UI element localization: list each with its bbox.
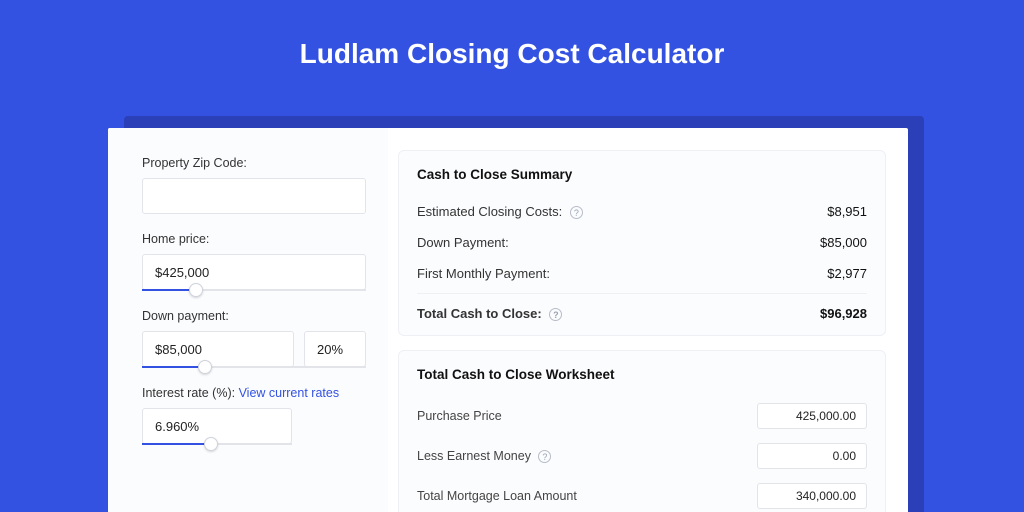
inputs-panel: Property Zip Code: Home price: Down paym… [108,128,388,512]
interest-field-group: Interest rate (%): View current rates [142,386,366,445]
summary-total-row: Total Cash to Close: ? $96,928 [417,293,867,329]
help-icon[interactable]: ? [549,308,562,321]
help-icon[interactable]: ? [570,206,583,219]
home-price-label: Home price: [142,232,366,246]
summary-row-label: Estimated Closing Costs: ? [417,204,583,219]
down-payment-label: Down payment: [142,309,366,323]
down-payment-input[interactable] [142,331,294,367]
down-payment-field-group: Down payment: [142,309,366,368]
home-price-slider-fill [142,289,196,291]
zip-label: Property Zip Code: [142,156,366,170]
worksheet-label-text: Less Earnest Money [417,449,531,463]
summary-row: Down Payment: $85,000 [417,227,867,258]
home-price-input[interactable] [142,254,366,290]
purchase-price-input[interactable] [757,403,867,429]
mortgage-loan-input[interactable] [757,483,867,509]
view-rates-link[interactable]: View current rates [239,386,340,400]
interest-label-text: Interest rate (%): [142,386,239,400]
home-price-slider[interactable] [142,289,366,291]
down-payment-slider-thumb[interactable] [198,360,212,374]
earnest-money-input[interactable] [757,443,867,469]
worksheet-row: Less Earnest Money ? [417,436,867,476]
summary-title: Cash to Close Summary [417,167,867,182]
summary-row: First Monthly Payment: $2,977 [417,258,867,289]
interest-input[interactable] [142,408,292,444]
summary-total-value: $96,928 [820,306,867,321]
home-price-slider-thumb[interactable] [189,283,203,297]
summary-total-label-text: Total Cash to Close: [417,306,542,321]
interest-slider[interactable] [142,443,292,445]
summary-row-label: Down Payment: [417,235,509,250]
down-payment-slider-fill [142,366,205,368]
summary-total-label: Total Cash to Close: ? [417,306,562,321]
page-title: Ludlam Closing Cost Calculator [0,0,1024,98]
zip-field-group: Property Zip Code: [142,156,366,214]
interest-label: Interest rate (%): View current rates [142,386,366,400]
results-panel: Cash to Close Summary Estimated Closing … [388,128,908,512]
down-payment-pct-input[interactable] [304,331,366,367]
worksheet-title: Total Cash to Close Worksheet [417,367,867,382]
summary-row-label: First Monthly Payment: [417,266,550,281]
summary-row-value: $85,000 [820,235,867,250]
worksheet-card: Total Cash to Close Worksheet Purchase P… [398,350,886,512]
summary-row-value: $2,977 [827,266,867,281]
worksheet-row-label: Less Earnest Money ? [417,449,551,463]
summary-row-value: $8,951 [827,204,867,219]
worksheet-row-label: Total Mortgage Loan Amount [417,489,577,503]
summary-label-text: Estimated Closing Costs: [417,204,562,219]
worksheet-row: Total Mortgage Loan Amount [417,476,867,512]
worksheet-row-label: Purchase Price [417,409,502,423]
interest-slider-fill [142,443,211,445]
zip-input[interactable] [142,178,366,214]
summary-card: Cash to Close Summary Estimated Closing … [398,150,886,336]
interest-slider-thumb[interactable] [204,437,218,451]
help-icon[interactable]: ? [538,450,551,463]
summary-row: Estimated Closing Costs: ? $8,951 [417,196,867,227]
calculator-card: Property Zip Code: Home price: Down paym… [108,128,908,512]
worksheet-row: Purchase Price [417,396,867,436]
home-price-field-group: Home price: [142,232,366,291]
down-payment-slider[interactable] [142,366,366,368]
